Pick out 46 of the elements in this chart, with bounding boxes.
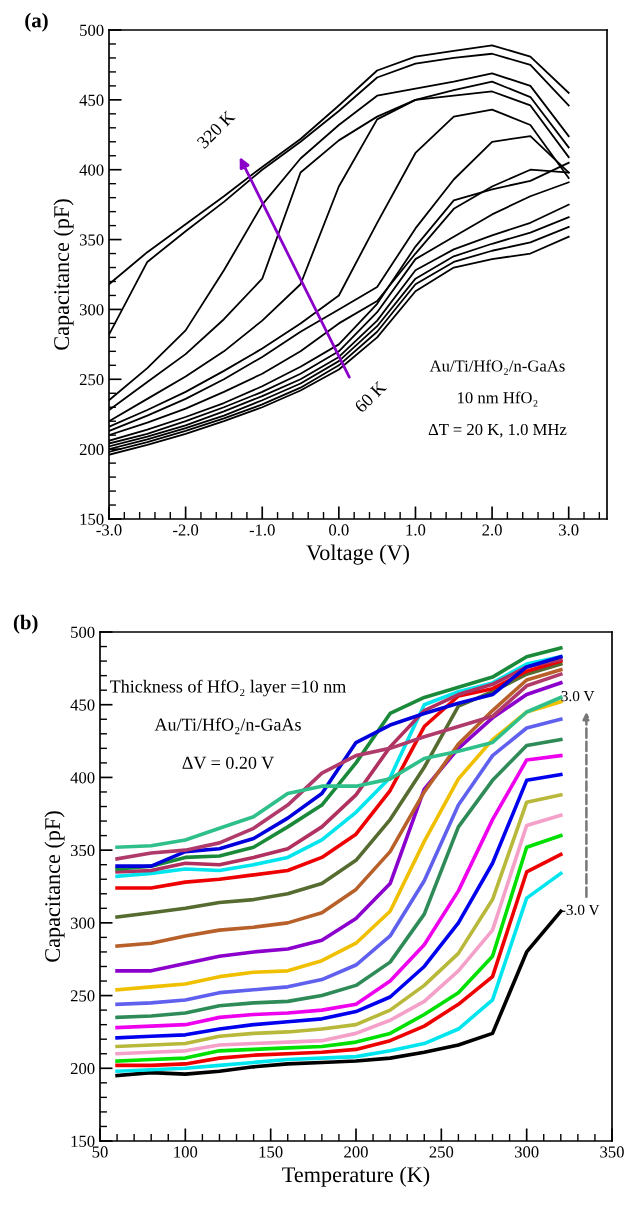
- y-tick-label: 400: [70, 772, 95, 784]
- y-tick-label: 250: [79, 373, 104, 386]
- annotation: 320 K: [196, 109, 236, 150]
- x-tick-label: 250: [429, 1146, 454, 1158]
- x-tick-label: 200: [344, 1146, 368, 1158]
- x-tick-label: 0.0: [329, 524, 349, 536]
- annotation: Thickness of HfO₂ layer =10 nm: [110, 679, 347, 697]
- y-tick-label: 400: [79, 164, 104, 176]
- chart-title: (a): [25, 12, 48, 32]
- y-tick-label: 150: [80, 513, 104, 525]
- y-tick-label: 500: [71, 626, 95, 638]
- x-tick-label: 2.0: [482, 524, 502, 536]
- x-tick-label: 1.0: [406, 524, 426, 536]
- annotation: 10 nm HfO₂: [458, 391, 538, 407]
- x-axis-title: Temperature (K): [282, 1166, 430, 1187]
- x-tick-label: 150: [259, 1146, 283, 1158]
- x-tick-label: -1.0: [249, 524, 275, 536]
- x-tick-label: 350: [600, 1146, 624, 1158]
- series-label: 3.0 V: [561, 690, 595, 702]
- y-axis-title: Capacitance (pF): [53, 199, 74, 350]
- y-tick-label: 450: [79, 94, 104, 106]
- x-tick-label: -3.0: [96, 524, 122, 536]
- y-tick-label: 300: [79, 304, 104, 316]
- annotation: Au/Ti/HfO₂/n-GaAs: [429, 359, 565, 375]
- x-tick-label: 3.0: [559, 524, 579, 536]
- x-tick-label: -2.0: [173, 524, 199, 536]
- y-tick-label: 200: [79, 443, 104, 456]
- y-tick-label: 350: [70, 844, 95, 857]
- annotation: ΔV = 0.20 V: [182, 756, 274, 769]
- y-tick-label: 250: [70, 990, 95, 1002]
- annotation: ΔT = 20 K, 1.0 MHz: [428, 423, 567, 438]
- y-tick-label: 450: [70, 699, 95, 711]
- series-label: -3.0 V: [561, 904, 600, 916]
- x-tick-label: 300: [514, 1146, 539, 1158]
- y-tick-label: 150: [71, 1135, 95, 1147]
- x-tick-label: 50: [92, 1146, 108, 1158]
- y-tick-label: 300: [70, 917, 95, 929]
- annotation: 60 K: [353, 380, 388, 414]
- x-tick-label: 100: [174, 1146, 198, 1158]
- y-tick-label: 200: [70, 1062, 95, 1075]
- chart-title: (b): [13, 614, 38, 634]
- x-axis-title: Voltage (V): [306, 544, 409, 565]
- annotation: Au/Ti/HfO₂/n-GaAs: [154, 717, 301, 735]
- y-tick-label: 500: [80, 24, 104, 36]
- y-axis-title: Capacitance (pF): [44, 811, 65, 962]
- y-tick-label: 350: [79, 234, 104, 246]
